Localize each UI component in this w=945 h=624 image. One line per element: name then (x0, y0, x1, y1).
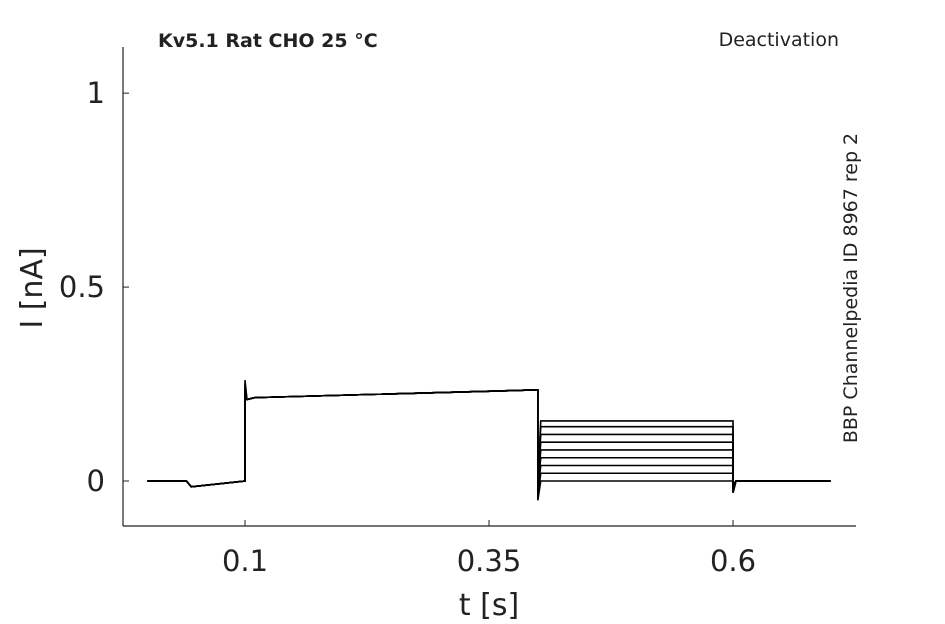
trace (147, 389, 831, 488)
trace (147, 389, 831, 488)
trace (147, 387, 831, 493)
y-axis-label: I [nA] (15, 247, 50, 328)
x-tick-label: 0.1 (222, 544, 268, 578)
y-tick-label: 0 (87, 464, 105, 498)
y-tick-label: 1 (87, 76, 105, 110)
x-axis-label: t [s] (459, 588, 519, 623)
y-tick-label: 0.5 (59, 270, 105, 304)
chart-subtitle: Deactivation (719, 29, 839, 51)
annotation: BBP Channelpedia ID 8967 rep 2 (840, 133, 862, 443)
trace (147, 389, 831, 488)
trace (147, 383, 831, 497)
chart-title: Kv5.1 Rat CHO 25 °C (158, 30, 378, 52)
x-tick-label: 0.35 (457, 544, 522, 578)
x-tick-label: 0.6 (710, 544, 756, 578)
